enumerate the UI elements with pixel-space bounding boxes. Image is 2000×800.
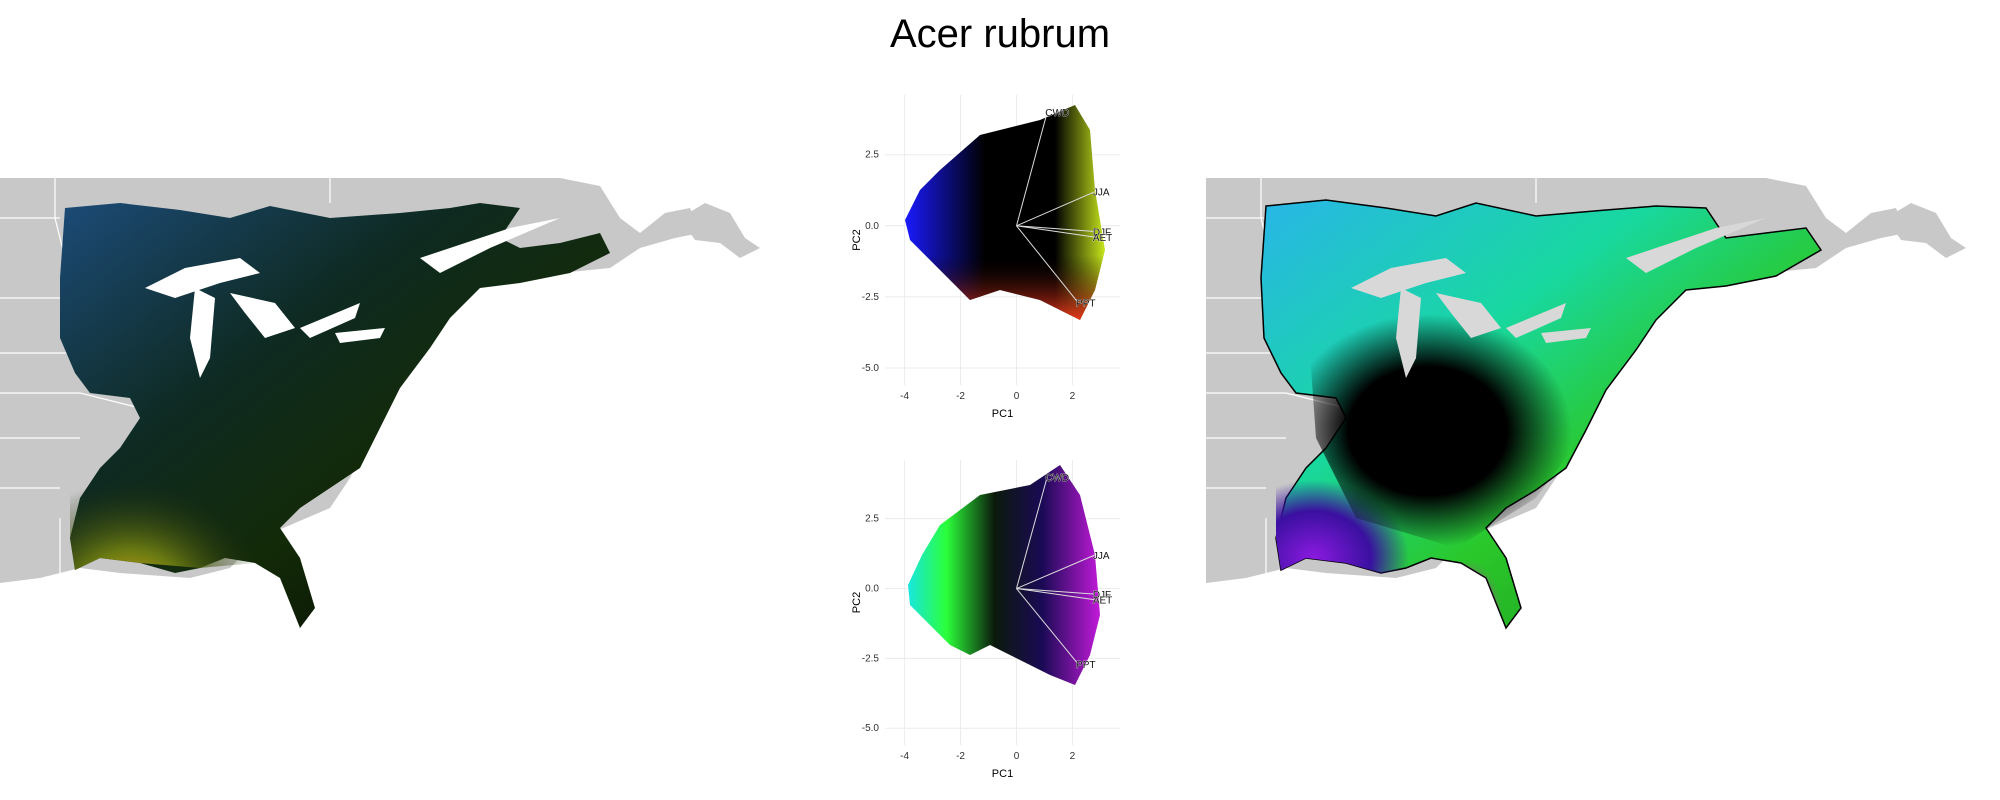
left-map xyxy=(0,178,760,628)
x-tick-label: -2 xyxy=(956,751,965,762)
x-axis-label: PC1 xyxy=(992,408,1013,420)
vector-label: CWD xyxy=(1045,108,1069,119)
y-tick-label: 2.5 xyxy=(865,514,879,525)
loading-vector xyxy=(1016,588,1095,601)
x-tick-label: 0 xyxy=(1014,391,1020,402)
loading-vector xyxy=(1016,588,1079,665)
right-map xyxy=(1206,178,1966,630)
y-tick-label: -2.5 xyxy=(862,653,880,664)
y-tick-label: 2.5 xyxy=(865,150,879,161)
loading-vector xyxy=(1016,111,1048,226)
loading-vector xyxy=(1016,554,1096,589)
x-tick-label: 2 xyxy=(1070,751,1076,762)
loading-vector xyxy=(1016,588,1095,595)
x-tick-label: -2 xyxy=(956,391,965,402)
loading-vector xyxy=(1016,476,1048,589)
loading-vector xyxy=(1016,225,1079,303)
y-tick-label: -5.0 xyxy=(862,723,880,734)
x-tick-label: 2 xyxy=(1070,391,1076,402)
figure-title: Acer rubrum xyxy=(889,12,1111,56)
y-tick-label: 0.0 xyxy=(865,584,879,595)
x-tick-label: -4 xyxy=(900,751,909,762)
range-left-warm xyxy=(70,418,315,628)
loading-vector xyxy=(1016,225,1095,238)
vector-label: AET xyxy=(1093,596,1112,607)
vector-label: JJA xyxy=(1093,188,1110,199)
loading-vector xyxy=(1016,225,1095,232)
plot-axes: -4 -2 0 2 2.5 0.0 -2.5 -5.0 PC1 PC2 xyxy=(851,150,1076,420)
newfoundland xyxy=(680,203,760,258)
y-axis-label: PC2 xyxy=(851,229,863,250)
vector-label: AET xyxy=(1093,233,1112,244)
great-lakes xyxy=(145,218,560,378)
vector-label: DJF xyxy=(1093,590,1111,601)
pca-cloud-bottom xyxy=(905,105,1105,320)
newfoundland xyxy=(1886,203,1966,258)
vector-label: PPT xyxy=(1076,299,1095,310)
plot-axes: -4 -2 0 2 2.5 0.0 -2.5 -5.0 PC1 PC2 xyxy=(851,514,1076,780)
y-axis-label: PC2 xyxy=(851,592,863,613)
x-tick-label: 0 xyxy=(1014,751,1020,762)
x-tick-label: -4 xyxy=(900,391,909,402)
x-axis-label: PC1 xyxy=(992,768,1013,780)
vector-label: CWD xyxy=(1045,473,1069,484)
vector-label: PPT xyxy=(1076,660,1095,671)
y-tick-label: -5.0 xyxy=(862,363,880,374)
y-tick-label: -2.5 xyxy=(862,292,880,303)
y-tick-label: 0.0 xyxy=(865,221,879,232)
pca-points-cloud xyxy=(908,465,1100,685)
vector-label: DJF xyxy=(1093,227,1111,238)
loading-vector xyxy=(1016,191,1096,227)
vector-label: JJA xyxy=(1093,551,1110,562)
great-lakes xyxy=(1351,218,1766,378)
